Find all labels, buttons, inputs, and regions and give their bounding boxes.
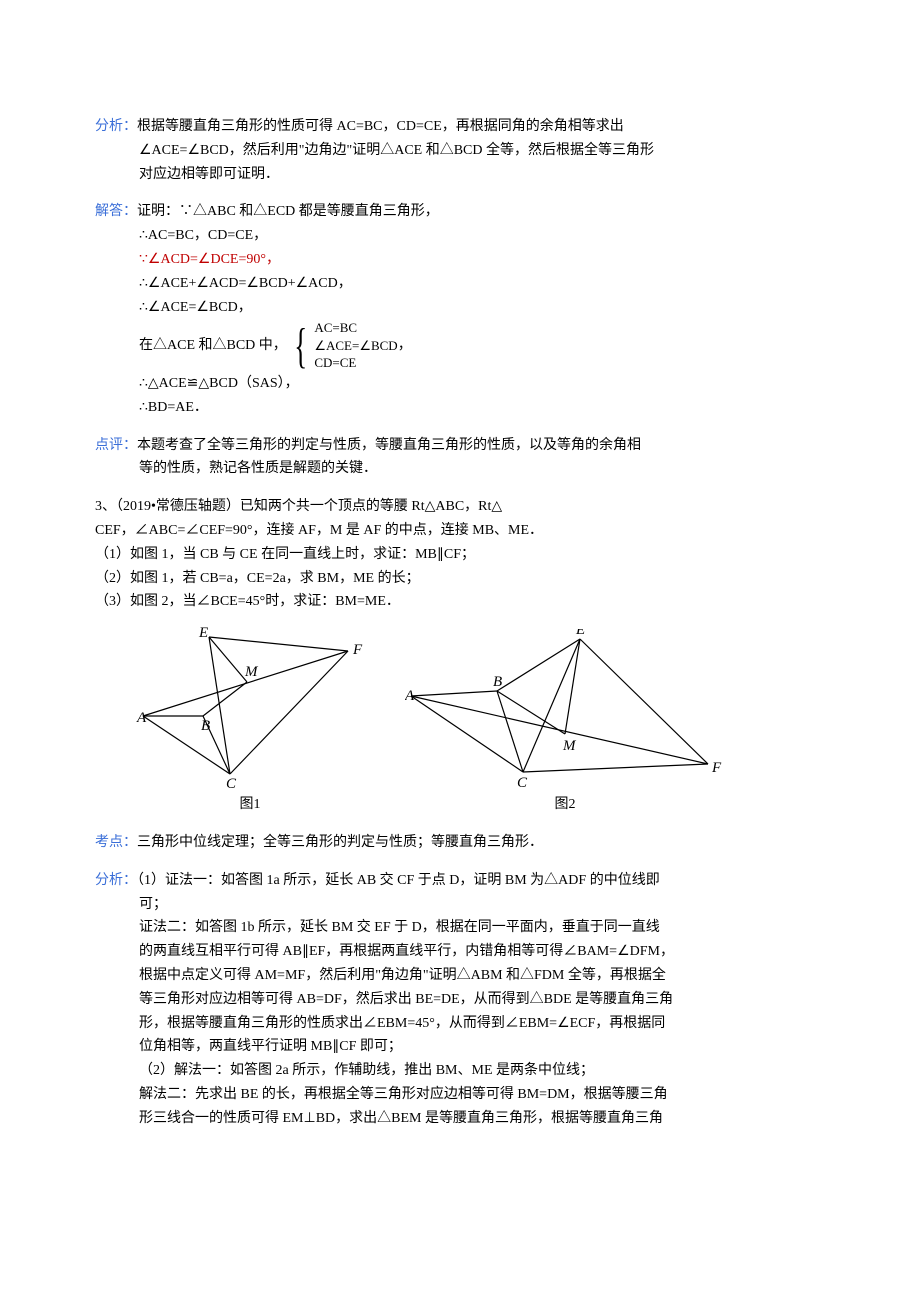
para: 分析：根据等腰直角三角形的性质可得 AC=BC，CD=CE，再根据同角的余角相等… [95, 115, 825, 139]
sys-line: AC=BC [314, 319, 397, 337]
para: 形三线合一的性质可得 EM⊥BD，求出△BEM 是等腰直角三角形，根据等腰直角三… [95, 1107, 825, 1131]
para: 解法二：先求出 BE 的长，再根据全等三角形对应边相等可得 BM=DM，根据等腰… [95, 1083, 825, 1107]
text: 根据等腰直角三角形的性质可得 AC=BC，CD=CE，再根据同角的余角相等求出 [137, 119, 624, 134]
section-comment-1: 点评：本题考查了全等三角形的判定与性质，等腰直角三角形的性质，以及等角的余角相 … [95, 434, 825, 482]
figure-caption: 图1 [240, 793, 261, 817]
problem-3: 3、（2019•常德压轴题）已知两个共一个顶点的等腰 Rt△ABC，Rt△ CE… [95, 495, 825, 614]
para: ∴BD=AE． [95, 396, 825, 420]
figure-caption: 图2 [555, 793, 576, 817]
para: ∵∠ACD=∠DCE=90°， [95, 248, 825, 272]
para: ∴∠ACE=∠BCD， [95, 296, 825, 320]
para: 证法二：如答图 1b 所示，延长 BM 交 EF 于 D，根据在同一平面内，垂直… [95, 916, 825, 940]
sys-line: CD=CE [314, 354, 397, 372]
para: 解答：证明：∵△ABC 和△ECD 都是等腰直角三角形， [95, 200, 825, 224]
section-analysis-2: 分析：（1）证法一：如答图 1a 所示，延长 AB 交 CF 于点 D，证明 B… [95, 869, 825, 1131]
para: 分析：（1）证法一：如答图 1a 所示，延长 AB 交 CF 于点 D，证明 B… [95, 869, 825, 893]
document-page: 分析：根据等腰直角三角形的性质可得 AC=BC，CD=CE，再根据同角的余角相等… [0, 0, 920, 1302]
para: 形，根据等腰直角三角形的性质求出∠EBM=45°，从而得到∠EBM=∠ECF，再… [95, 1012, 825, 1036]
text: 本题考查了全等三角形的判定与性质，等腰直角三角形的性质，以及等角的余角相 [137, 438, 641, 453]
svg-text:F: F [352, 642, 363, 658]
section-analysis-1: 分析：根据等腰直角三角形的性质可得 AC=BC，CD=CE，再根据同角的余角相等… [95, 115, 825, 186]
eq-system-line: 在△ACE 和△BCD 中， { AC=BC ∠ACE=∠BCD CD=CE ， [95, 319, 825, 372]
para: （1）如图 1，当 CB 与 CE 在同一直线上时，求证：MB∥CF； [95, 543, 825, 567]
text: ∵△ABC 和△ECD 都是等腰直角三角形， [179, 204, 439, 219]
svg-text:B: B [201, 718, 210, 734]
para: （2）解法一：如答图 2a 所示，作辅助线，推出 BM、ME 是两条中位线； [95, 1059, 825, 1083]
geometry-diagram-1: A B C E F M [135, 624, 365, 789]
para: ∠ACE=∠BCD，然后利用"边角边"证明△ACE 和△BCD 全等，然后根据全… [95, 139, 825, 163]
label-answer: 解答： [95, 204, 137, 219]
svg-text:E: E [575, 629, 585, 638]
svg-text:B: B [493, 674, 502, 690]
para: ∴∠ACE+∠ACD=∠BCD+∠ACD， [95, 272, 825, 296]
para: 的两直线互相平行可得 AB∥EF，再根据两直线平行，内错角相等可得∠BAM=∠D… [95, 940, 825, 964]
label-analysis: 分析： [95, 873, 137, 888]
section-topic: 考点：三角形中位线定理；全等三角形的判定与性质；等腰直角三角形． [95, 831, 825, 855]
text: 证明： [137, 204, 179, 219]
svg-text:E: E [198, 625, 208, 641]
para: （3）如图 2，当∠BCE=45°时，求证：BM=ME． [95, 590, 825, 614]
para: CEF，∠ABC=∠CEF=90°，连接 AF，M 是 AF 的中点，连接 MB… [95, 519, 825, 543]
figure-2: A B C E F M 图2 [405, 629, 725, 817]
svg-text:C: C [226, 776, 237, 789]
para: 3、（2019•常德压轴题）已知两个共一个顶点的等腰 Rt△ABC，Rt△ [95, 495, 825, 519]
svg-text:M: M [562, 738, 577, 754]
para: 等三角形对应边相等可得 AB=DF，然后求出 BE=DE，从而得到△BDE 是等… [95, 988, 825, 1012]
text: （1）证法一：如答图 1a 所示，延长 AB 交 CF 于点 D，证明 BM 为… [137, 873, 660, 888]
para: （2）如图 1，若 CB=a，CE=2a，求 BM，ME 的长； [95, 567, 825, 591]
text-red: ∠ACD=∠DCE=90°， [148, 252, 280, 267]
text: 在△ACE 和△BCD 中， [139, 334, 287, 358]
svg-text:A: A [136, 710, 147, 726]
math-system: { AC=BC ∠ACE=∠BCD CD=CE [287, 319, 398, 372]
para: 可； [95, 893, 825, 917]
para: ∴AC=BC，CD=CE， [95, 224, 825, 248]
text-red: ∵ [139, 252, 148, 267]
svg-text:A: A [405, 688, 415, 704]
brace-icon: { [294, 321, 307, 370]
svg-text:F: F [711, 760, 722, 776]
svg-text:C: C [517, 775, 528, 789]
text: ， [398, 334, 412, 358]
figures-row: A B C E F M 图1 A B C E F M 图2 [135, 624, 825, 817]
figure-1: A B C E F M 图1 [135, 624, 365, 817]
label-comment: 点评： [95, 438, 137, 453]
text: 三角形中位线定理；全等三角形的判定与性质；等腰直角三角形． [137, 835, 543, 850]
para: 位角相等，两直线平行证明 MB∥CF 即可； [95, 1035, 825, 1059]
para: ∴△ACE≌△BCD（SAS）， [95, 372, 825, 396]
para: 根据中点定义可得 AM=MF，然后利用"角边角"证明△ABM 和△FDM 全等，… [95, 964, 825, 988]
para: 对应边相等即可证明． [95, 163, 825, 187]
para: 点评：本题考查了全等三角形的判定与性质，等腰直角三角形的性质，以及等角的余角相 [95, 434, 825, 458]
system-lines: AC=BC ∠ACE=∠BCD CD=CE [314, 319, 397, 372]
para: 等的性质，熟记各性质是解题的关键． [95, 457, 825, 481]
svg-text:M: M [244, 664, 259, 680]
label-analysis: 分析： [95, 119, 137, 134]
label-topic: 考点： [95, 835, 137, 850]
geometry-diagram-2: A B C E F M [405, 629, 725, 789]
section-answer-1: 解答：证明：∵△ABC 和△ECD 都是等腰直角三角形， ∴AC=BC，CD=C… [95, 200, 825, 419]
sys-line: ∠ACE=∠BCD [314, 337, 397, 355]
